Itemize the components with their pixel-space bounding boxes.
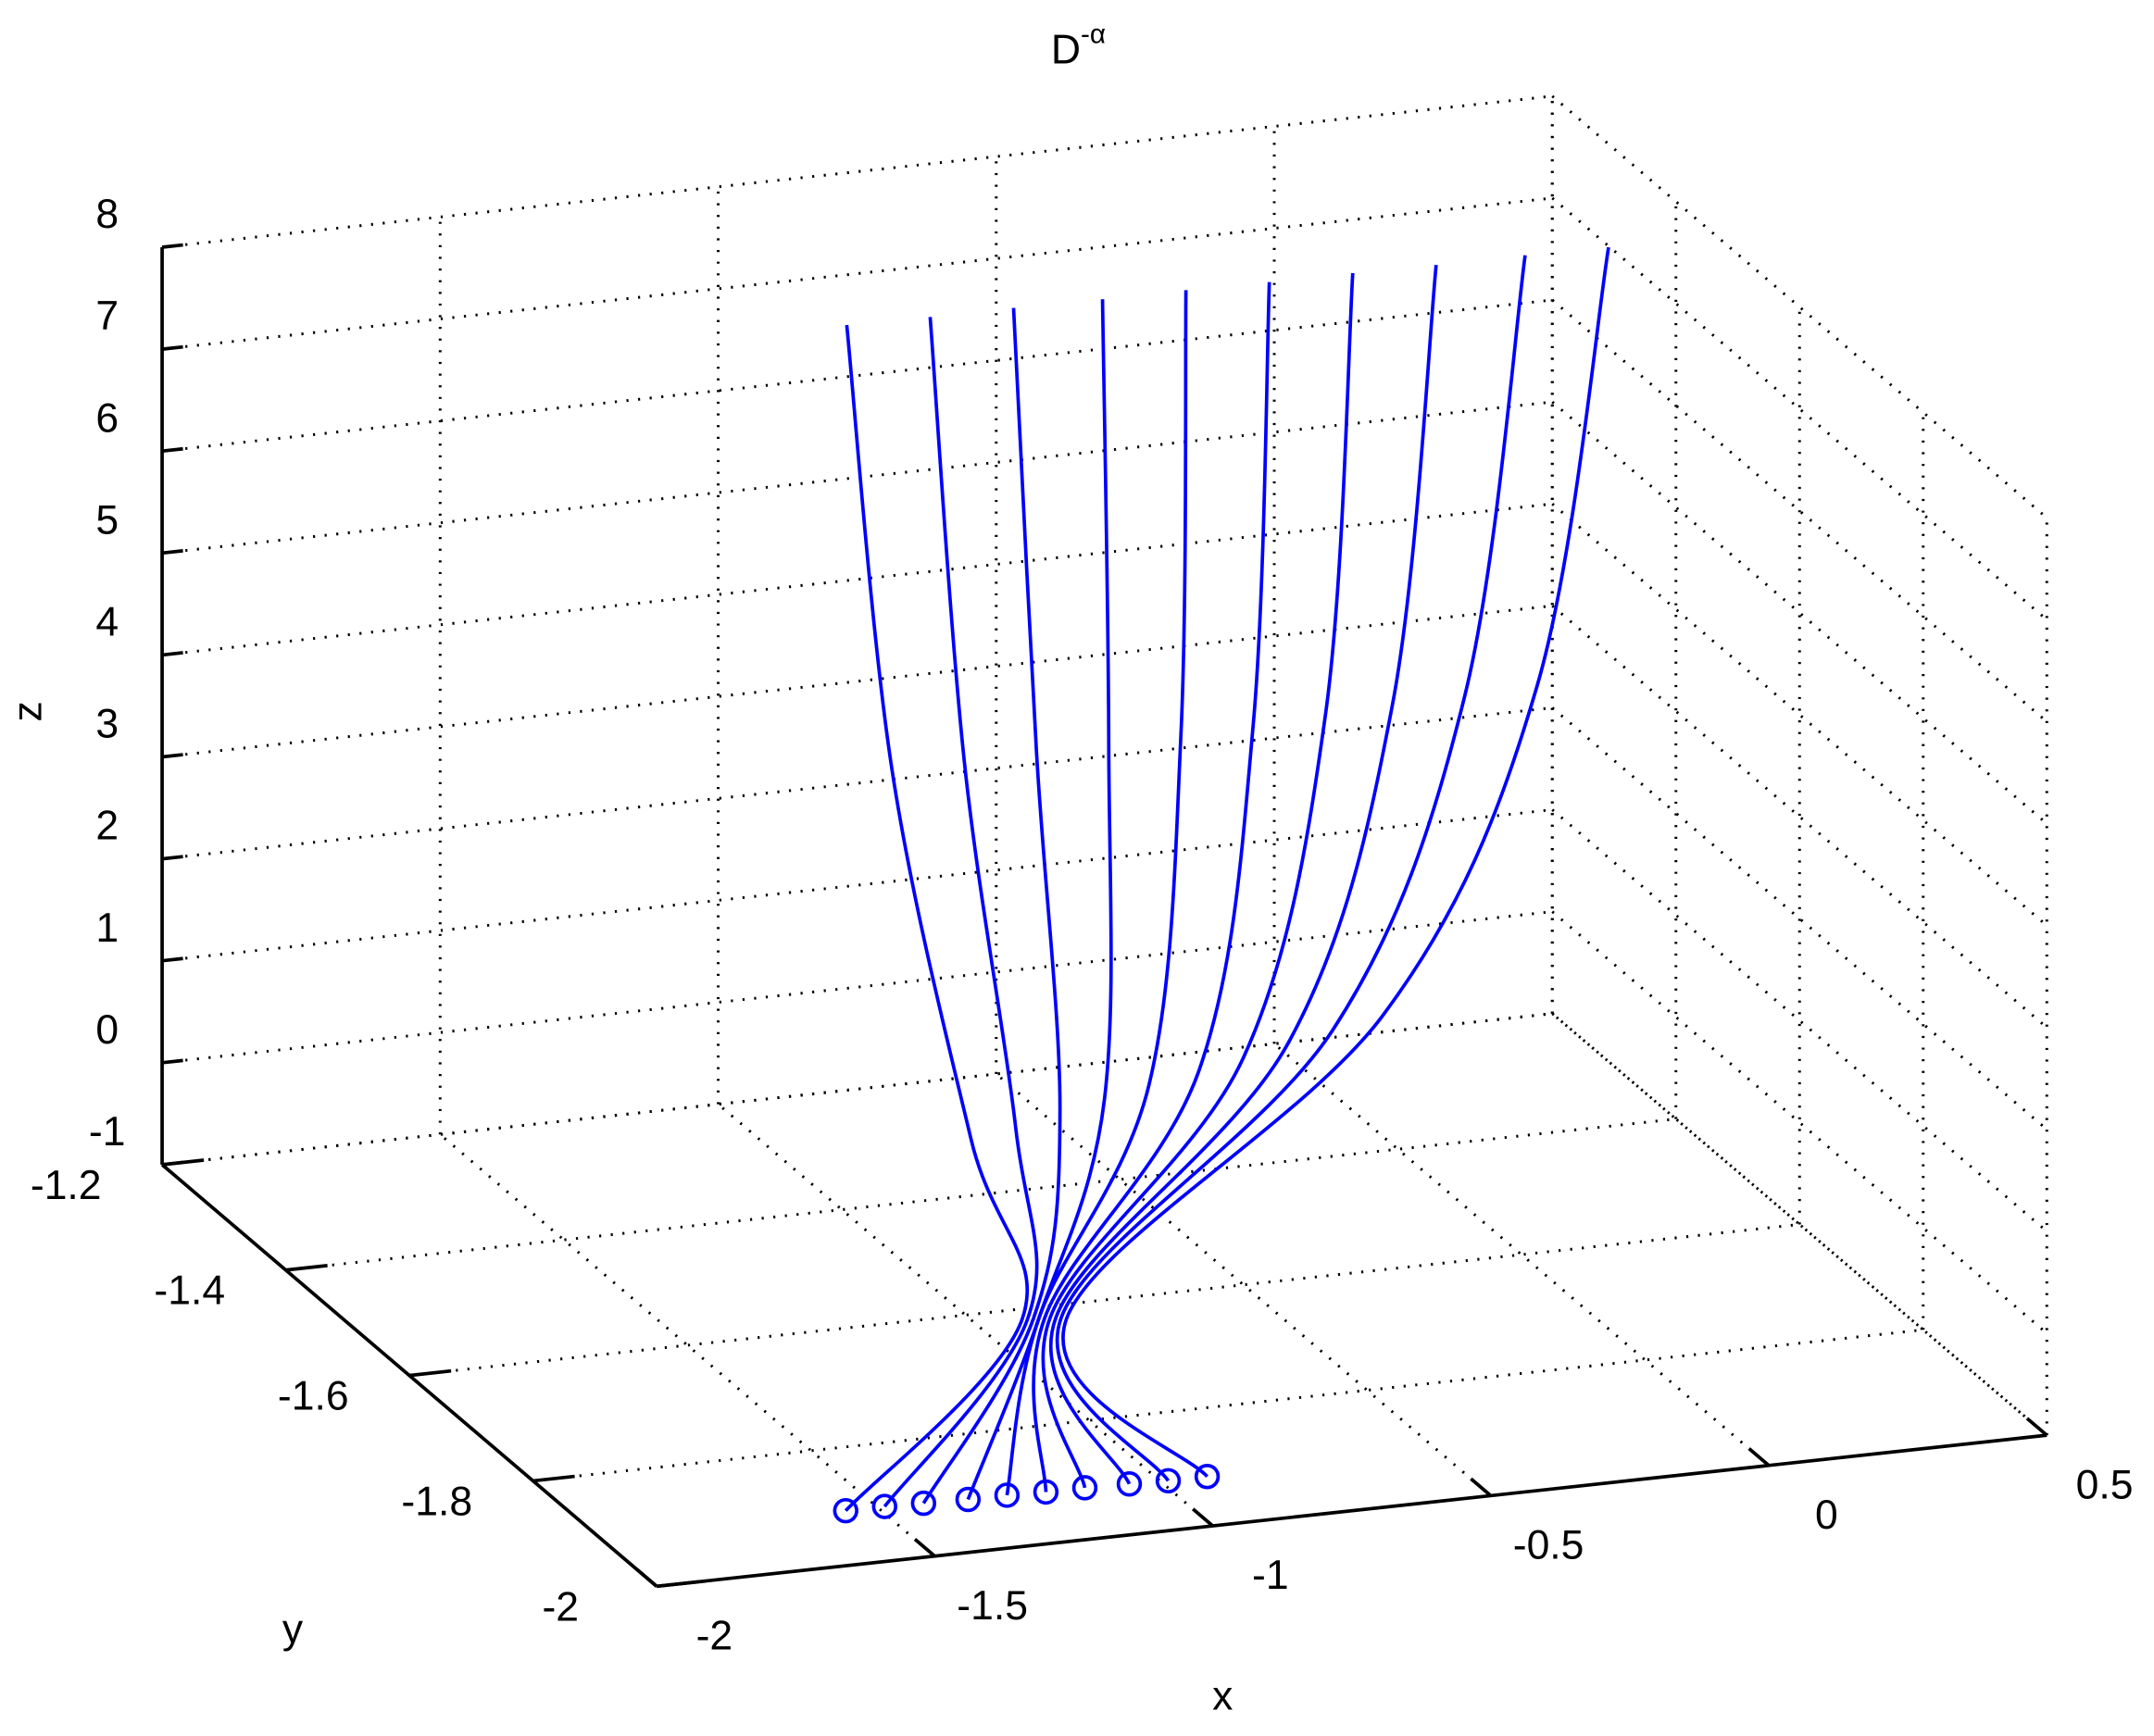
- grid-line: [161, 910, 1553, 1065]
- title-main: D: [1051, 27, 1081, 72]
- x-axis-label: x: [1212, 1674, 1233, 1719]
- grid-line: [1551, 910, 2048, 1335]
- grid-line: [1551, 94, 2048, 519]
- x-tick: [635, 1567, 658, 1588]
- x-tick-label: -1.5: [957, 1583, 1028, 1629]
- z-axis-label: z: [5, 701, 50, 721]
- x-tick: [1191, 1507, 1214, 1528]
- x-axis: [656, 1433, 2048, 1589]
- grid-line: [995, 1072, 1492, 1497]
- grid-line: [161, 196, 1553, 351]
- grid-line: [1273, 1043, 1770, 1467]
- x-tick-label: -2: [696, 1613, 733, 1658]
- z-tick-label: 3: [95, 702, 119, 747]
- marker: [1194, 1464, 1221, 1490]
- marker: [1155, 1467, 1182, 1494]
- y-tick: [532, 1474, 575, 1483]
- z-tick-label: 8: [95, 192, 119, 237]
- grid-line: [161, 1012, 1553, 1167]
- y-tick-label: -2: [542, 1584, 579, 1630]
- marker: [1033, 1479, 1059, 1505]
- z-tick: [161, 651, 183, 657]
- z-tick-label: 2: [95, 804, 119, 849]
- chart-title: D-α: [1051, 19, 1106, 72]
- curve: [883, 317, 1039, 1508]
- curve: [1041, 272, 1355, 1489]
- grid-line: [161, 502, 1553, 656]
- y-tick: [285, 1264, 328, 1272]
- y-axis-label: y: [282, 1606, 304, 1652]
- z-tick: [161, 344, 183, 351]
- x-tick-label: 0: [1815, 1492, 1838, 1538]
- grid-line: [161, 808, 1553, 963]
- z-tick: [161, 753, 183, 759]
- curve: [1048, 265, 1438, 1485]
- x-tick: [913, 1538, 936, 1558]
- z-tick: [161, 855, 183, 861]
- z-tick: [161, 446, 183, 454]
- y-tick: [408, 1368, 452, 1378]
- grid-line: [717, 1103, 1214, 1528]
- grid-line: [532, 1328, 1923, 1482]
- marker: [994, 1482, 1021, 1508]
- x-tick-label: 0.5: [2076, 1462, 2134, 1507]
- marker: [1071, 1475, 1098, 1501]
- curve: [1032, 281, 1271, 1492]
- x-tick-label: -1: [1252, 1553, 1289, 1598]
- grid-line: [1551, 196, 2048, 621]
- z-tick: [161, 1160, 183, 1167]
- marker: [1116, 1471, 1143, 1497]
- y-tick: [656, 1580, 699, 1589]
- z-tick-label: -1: [89, 1109, 126, 1155]
- grid-line: [161, 706, 1553, 861]
- marker: [833, 1497, 858, 1524]
- z-tick: [161, 1058, 183, 1065]
- grid-line: [1551, 706, 2048, 1130]
- marker: [955, 1486, 982, 1513]
- z-tick-label: 4: [95, 600, 119, 645]
- z-tick: [161, 243, 183, 249]
- y-axis: [160, 1163, 658, 1588]
- y-tick-label: -1.6: [278, 1374, 349, 1419]
- z-tick-label: 6: [95, 395, 119, 441]
- grid-line: [439, 1133, 936, 1557]
- grid-line: [285, 1118, 1676, 1272]
- z-tick-label: 5: [95, 497, 119, 543]
- x-tick: [2025, 1417, 2048, 1437]
- z-tick-label: 7: [95, 293, 119, 339]
- marker: [910, 1490, 937, 1517]
- x-tick: [1747, 1447, 1771, 1467]
- curve: [1061, 246, 1610, 1479]
- curve: [1005, 290, 1188, 1496]
- y-tick-label: -1.4: [154, 1268, 225, 1314]
- title-superscript: -α: [1081, 19, 1106, 49]
- z-tick: [161, 956, 183, 963]
- grid-line: [161, 94, 1553, 249]
- grid-line: [161, 604, 1553, 758]
- z-tick: [161, 549, 183, 556]
- x-tick-label: -0.5: [1513, 1523, 1584, 1568]
- z-tick-label: 1: [95, 905, 119, 951]
- y-tick-label: -1.8: [401, 1479, 472, 1524]
- z-tick-label: 0: [95, 1007, 119, 1053]
- curve: [966, 299, 1113, 1501]
- grid-line: [161, 1012, 1553, 1167]
- curve: [921, 307, 1062, 1505]
- marker: [871, 1493, 897, 1519]
- grid-line: [1551, 605, 2048, 1029]
- curve: [1055, 255, 1527, 1482]
- x-tick: [1470, 1477, 1492, 1497]
- curve: [844, 324, 1030, 1512]
- y-tick-label: -1.2: [31, 1163, 102, 1208]
